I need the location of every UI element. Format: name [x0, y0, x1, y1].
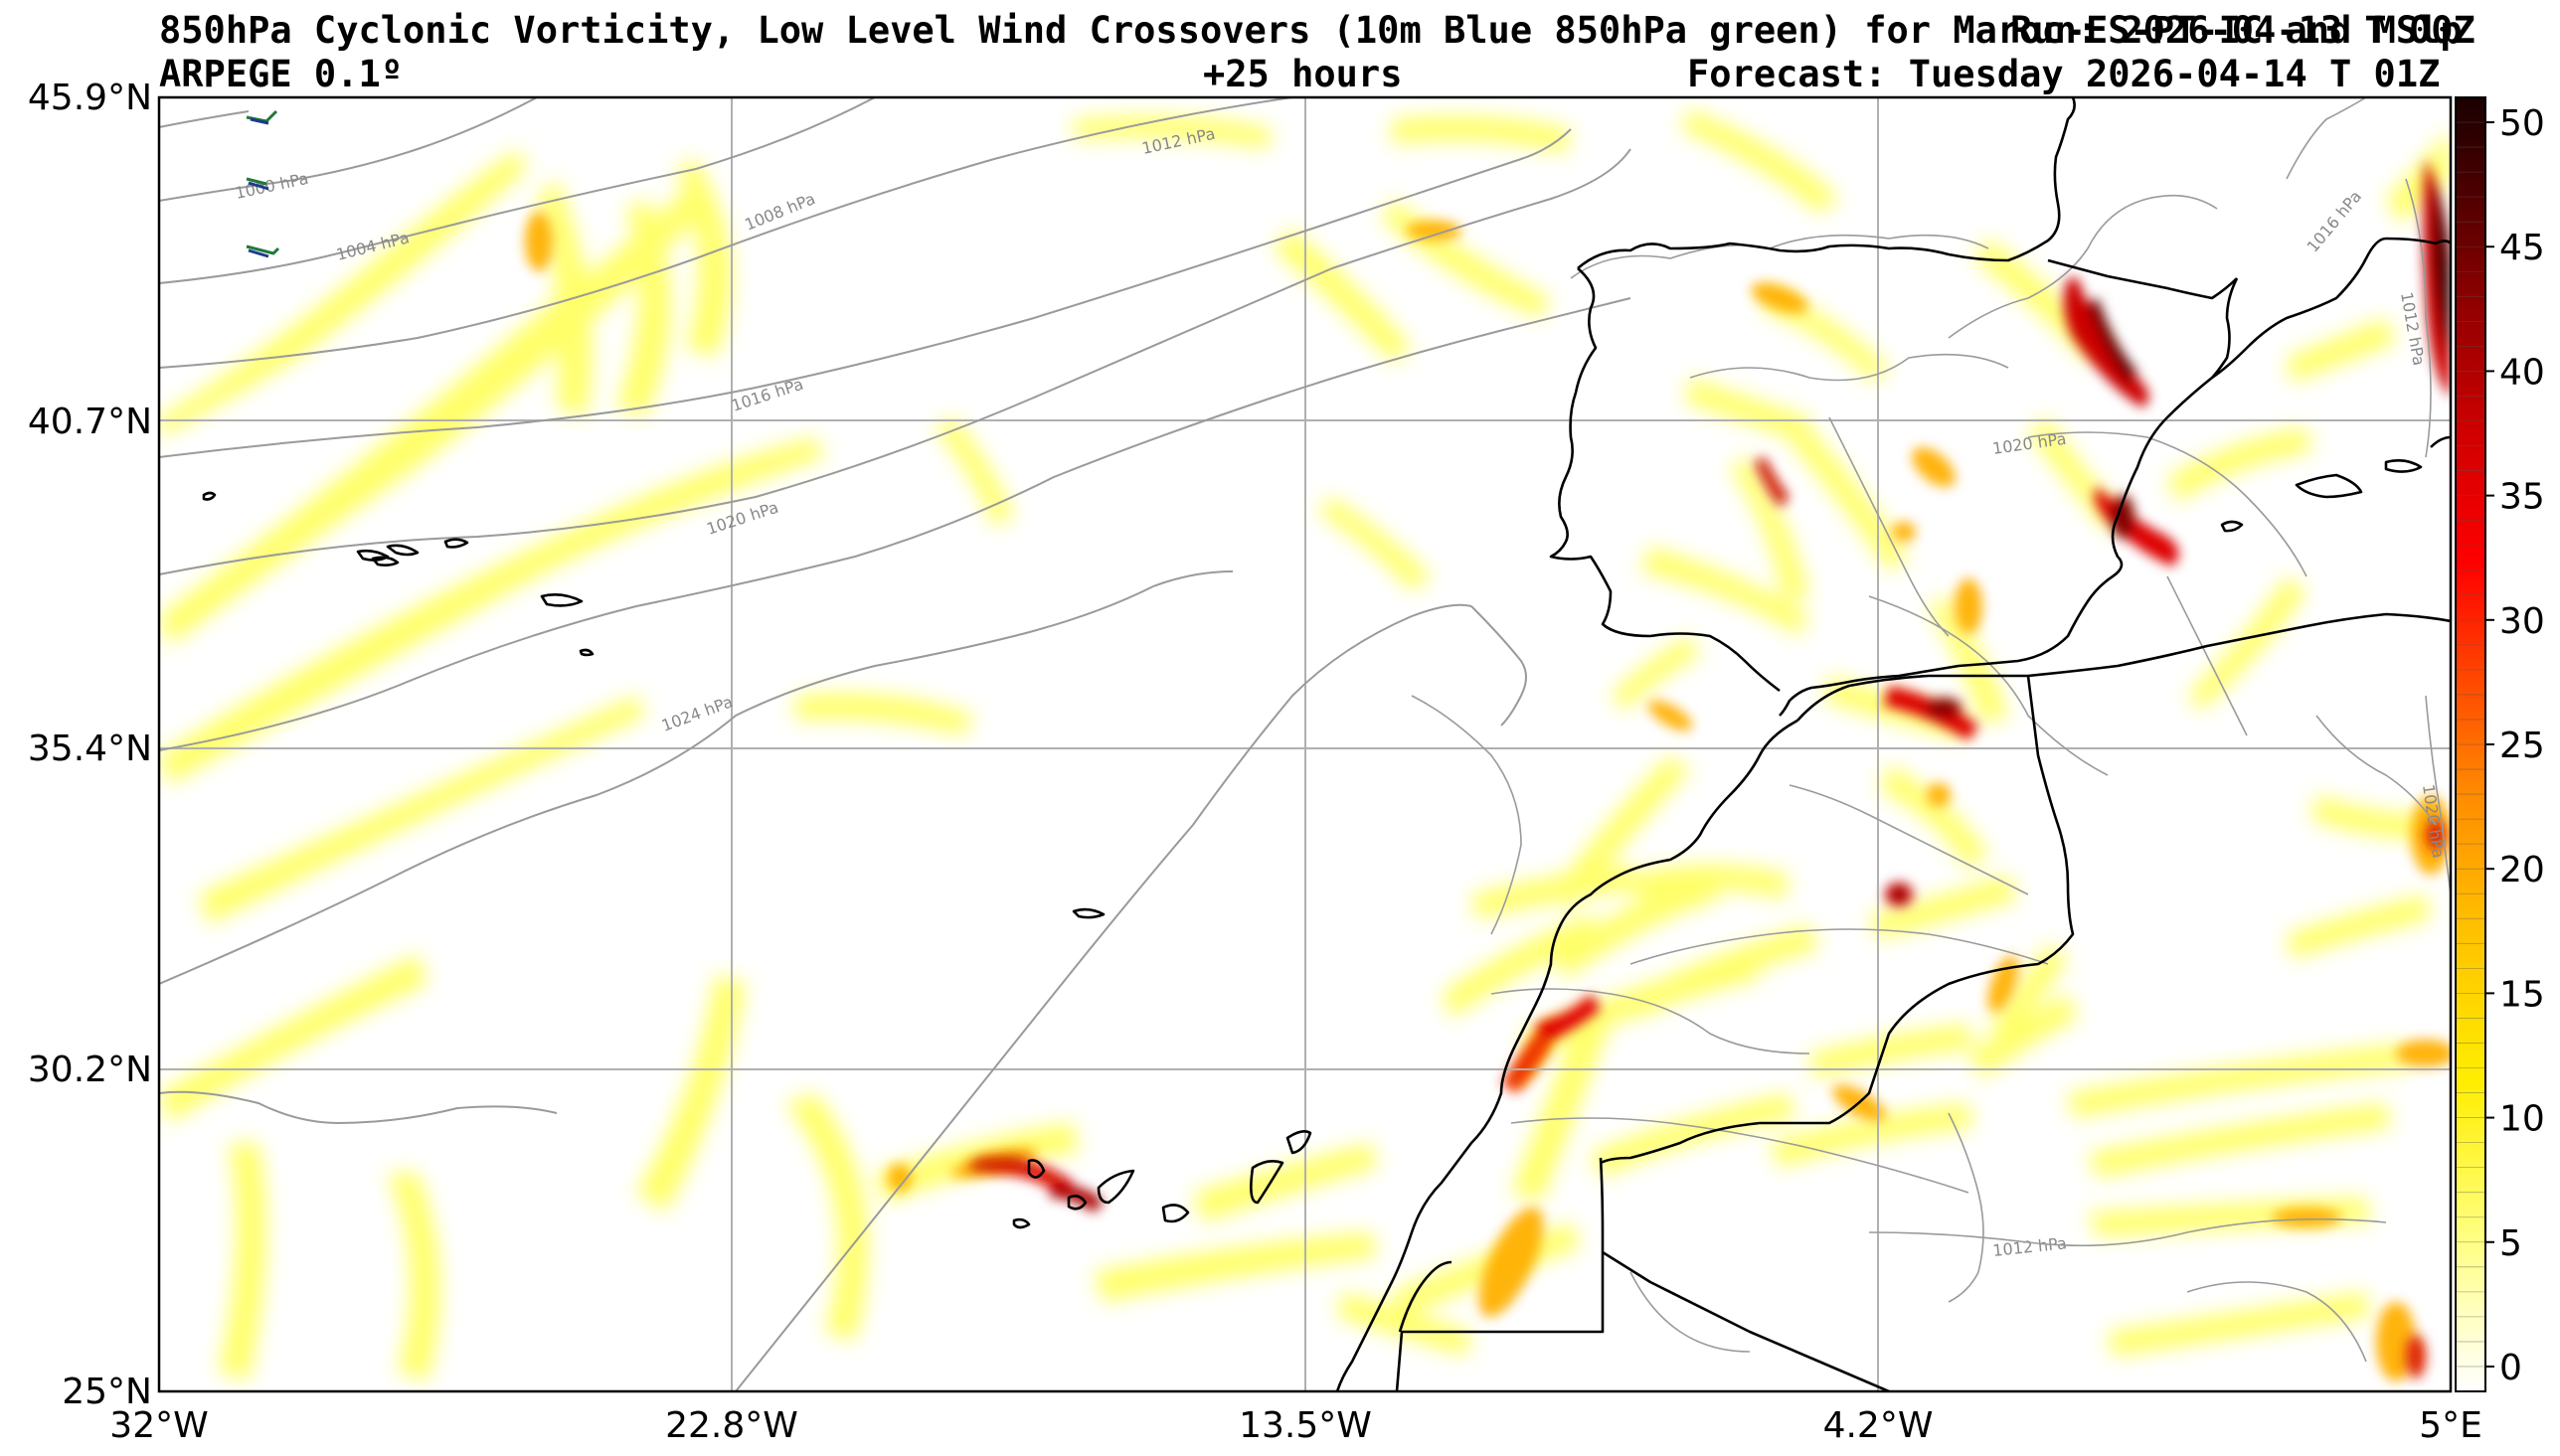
longitude-labels: 32°W 22.8°W 13.5°W 4.2°W 5°E: [109, 1405, 2482, 1446]
wind-crossover-markers: [246, 109, 280, 258]
lat-label: 25°N: [62, 1372, 152, 1412]
title-line-1: 850hPa Cyclonic Vorticity, Low Level Win…: [159, 9, 2463, 52]
colorbar-tick-label: 25: [2499, 726, 2545, 766]
isobars: [159, 97, 1631, 1391]
colorbar-tick-label: 50: [2499, 103, 2545, 144]
model-name: ARPEGE 0.1º: [159, 53, 404, 95]
colorbar-tick-label: 30: [2499, 601, 2545, 642]
coastlines: [202, 97, 2451, 1391]
plot-frame: [157, 95, 2453, 1393]
lead-time: +25 hours: [1203, 53, 1403, 95]
latitude-labels: 45.9°N 40.7°N 35.4°N 30.2°N 25°N: [28, 78, 152, 1412]
lon-label: 4.2°W: [1823, 1405, 1934, 1446]
colorbar: 0 5 10 15 20 25 30 35 40 45 50: [2455, 96, 2545, 1392]
lat-label: 40.7°N: [28, 402, 152, 442]
colorbar-tick-label: 40: [2499, 352, 2545, 393]
colorbar-ticks: 0 5 10 15 20 25 30 35 40 45 50: [2485, 103, 2545, 1388]
isobars-inland: [1411, 97, 2451, 1363]
colorbar-tick-label: 15: [2499, 974, 2545, 1015]
colorbar-tick-label: 10: [2499, 1099, 2545, 1140]
colorbar-tick-label: 35: [2499, 477, 2545, 518]
colorbar-fill: [2456, 97, 2485, 1391]
lat-label: 45.9°N: [28, 78, 152, 118]
vorticity-field-strong: [969, 159, 2451, 1378]
lon-label: 13.5°W: [1239, 1405, 1372, 1446]
colorbar-tick-label: 20: [2499, 850, 2545, 890]
lon-label: 5°E: [2419, 1405, 2482, 1446]
colorbar-tick-label: 5: [2499, 1223, 2522, 1264]
lat-label: 30.2°N: [28, 1050, 152, 1090]
run-time-overlay: Run: 2026-04-13 T 00Z: [2010, 9, 2475, 52]
lon-label: 32°W: [109, 1405, 208, 1446]
lat-label: 35.4°N: [28, 728, 152, 769]
colorbar-tick-label: 45: [2499, 228, 2545, 268]
vorticity-field-weak: [159, 109, 2451, 1381]
lon-label: 22.8°W: [665, 1405, 798, 1446]
colorbar-tick-label: 0: [2499, 1348, 2522, 1388]
forecast-valid-time: Forecast: Tuesday 2026-04-14 T 01Z: [1687, 53, 2441, 95]
